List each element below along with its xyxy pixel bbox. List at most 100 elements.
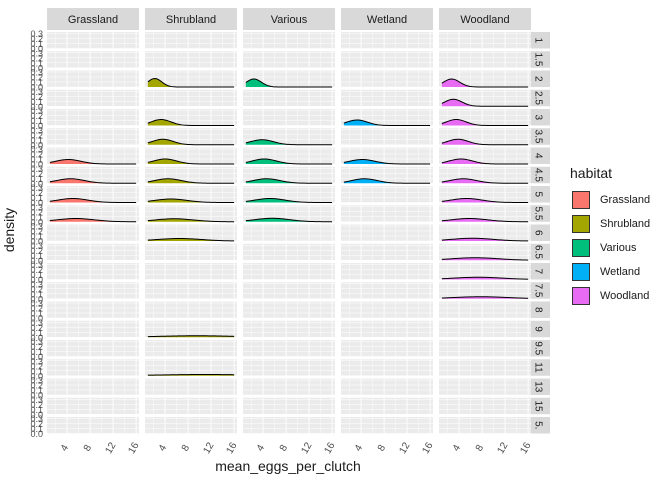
row-strip [528, 301, 550, 318]
panel-background [341, 51, 433, 68]
y-tick-label: 0.2 [30, 207, 43, 217]
y-tick-label: 0.0 [30, 352, 43, 362]
y-tick-label: 0.0 [30, 314, 43, 324]
x-tick-label: 12 [397, 440, 412, 456]
y-tick-label: 0.2 [30, 400, 43, 410]
panel-background [47, 51, 139, 68]
y-tick-label: 0.0 [30, 121, 43, 131]
density-line [147, 178, 235, 184]
y-tick-label: 0.2 [30, 73, 43, 83]
x-tick-label: 16 [518, 440, 533, 456]
density-area-woodland [441, 79, 529, 87]
panel-background [47, 128, 139, 145]
row-strip-label: 6.5 [533, 245, 544, 259]
y-tick-label: 0.2 [30, 419, 43, 429]
panel-background [145, 282, 237, 299]
density-line [147, 237, 235, 242]
facet-column-strips: Grassland Shrubland Various Wetland Woodland [47, 8, 531, 30]
panel-background [439, 301, 531, 318]
y-tick-label: 0.0 [30, 410, 43, 420]
panel-background [47, 70, 139, 87]
y-tick-label: 0.3 [30, 202, 43, 212]
x-tick-label: 16 [322, 440, 337, 456]
density-line [441, 296, 529, 299]
row-strip-label: 11 [533, 362, 544, 373]
y-tick-label: 0.2 [30, 130, 43, 140]
legend-key-swatch [572, 287, 590, 305]
panel-background [145, 51, 237, 68]
y-tick-label: 0.3 [30, 68, 43, 78]
y-tick-label: 0.1 [30, 97, 43, 107]
density-area-shrubland [147, 199, 235, 203]
density-area-shrubland [147, 78, 235, 87]
density-area-shrubland [147, 159, 235, 164]
panel-background [47, 32, 139, 49]
y-tick-label: 0.3 [30, 356, 43, 366]
y-tick-label: 0.1 [30, 309, 43, 319]
panel-background [439, 378, 531, 395]
y-tick-label: 0.1 [30, 232, 43, 242]
panel-background [341, 340, 433, 357]
density-area-shrubland [147, 119, 235, 126]
density-area-various [245, 159, 333, 164]
density-area-woodland [441, 198, 529, 203]
row-strip-label: 8 [533, 307, 544, 313]
y-tick-label: 0.1 [30, 424, 43, 434]
legend-key-swatch [572, 263, 590, 281]
legend-label: Grassland [600, 194, 651, 206]
panel-background [243, 109, 335, 126]
density-area-grassland [49, 178, 137, 184]
column-strip-wetland [341, 8, 433, 30]
y-tick-label: 0.3 [30, 299, 43, 309]
y-tick-label: 0.1 [30, 386, 43, 396]
panel-background [341, 359, 433, 376]
panel-background [243, 282, 335, 299]
y-tick-label: 0.3 [30, 376, 43, 386]
legend-label: Wetland [600, 266, 641, 278]
legend-item-woodland: Woodland [570, 284, 670, 308]
density-line [147, 118, 235, 126]
panel-background [243, 224, 335, 241]
row-strip [528, 340, 550, 357]
y-tick-label: 0.0 [30, 198, 43, 208]
column-strip-label: Woodland [460, 14, 509, 26]
panel-background [243, 51, 335, 68]
row-strip [528, 359, 550, 376]
density-area-woodland [441, 218, 529, 222]
row-strip [528, 51, 550, 68]
x-tick-label: 12 [103, 440, 118, 456]
density-area-wetland [343, 159, 431, 164]
density-line [49, 178, 137, 184]
panel-background [341, 301, 433, 318]
density-line [147, 218, 235, 223]
panel-background [47, 109, 139, 126]
panel-background [145, 243, 237, 261]
column-strip-shrubland [145, 8, 237, 30]
panel-background [243, 359, 335, 376]
row-strip-label: 4 [533, 153, 544, 159]
panel-background [341, 128, 433, 145]
panel-background [243, 243, 335, 261]
y-tick-label: 0.1 [30, 347, 43, 357]
panel-background [47, 340, 139, 357]
y-tick-label: 0.0 [30, 275, 43, 285]
row-strip-label: 9.5 [533, 341, 544, 355]
density-line [245, 158, 333, 165]
row-strip [528, 186, 550, 203]
y-tick-label: 0.1 [30, 116, 43, 126]
panel-background [243, 397, 335, 415]
panel-background [47, 359, 139, 376]
y-tick-label: 0.2 [30, 169, 43, 179]
density-area-woodland [441, 99, 529, 107]
y-tick-label: 0.0 [30, 217, 43, 227]
y-tick-label: 0.0 [30, 160, 43, 170]
panel-background [145, 340, 237, 357]
y-tick-label: 0.2 [30, 53, 43, 63]
density-line [343, 158, 431, 165]
density-area-wetland [343, 178, 431, 184]
row-strip-label: 5 [533, 191, 544, 197]
x-axis-title: mean_eggs_per_clutch [215, 458, 361, 474]
density-line [147, 335, 235, 338]
y-tick-label: 0.3 [30, 106, 43, 116]
panel-background [341, 32, 433, 49]
